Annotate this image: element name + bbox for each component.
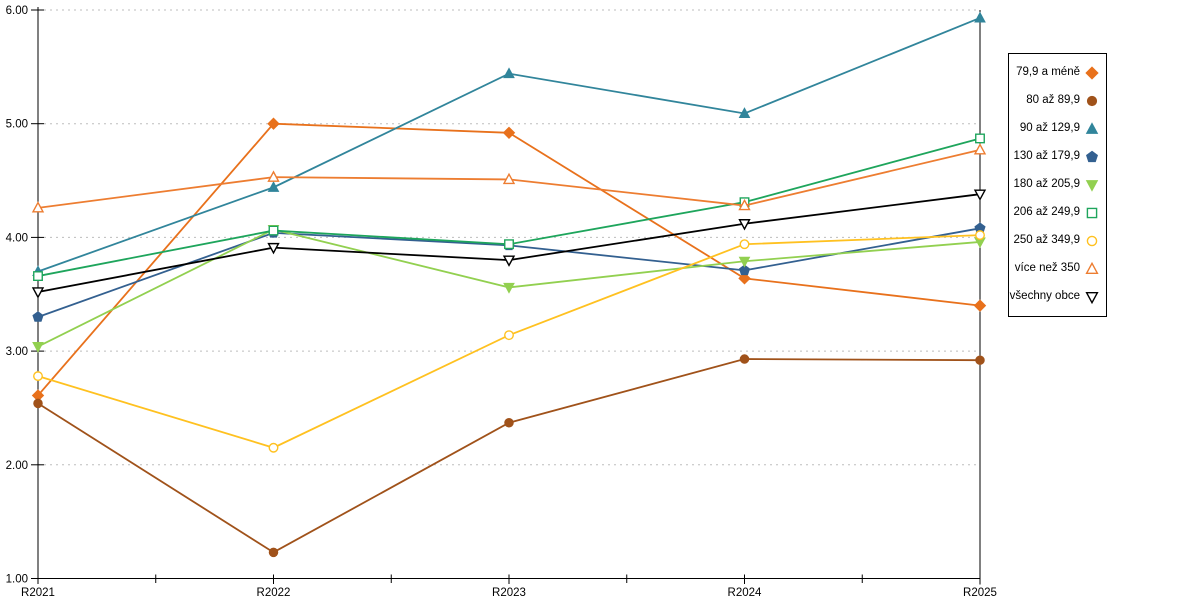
series-line (37, 358, 981, 554)
legend-label: 80 až 89,9 (1026, 94, 1080, 107)
y-axis-tick-label: 4.00 (6, 232, 28, 244)
data-point-marker (504, 239, 514, 250)
series-line (37, 137, 981, 277)
legend-item: 180 až 205,9 (1013, 178, 1099, 192)
circle-open-marker-icon (1086, 235, 1098, 247)
data-point-marker (267, 117, 280, 130)
data-point-marker (738, 272, 751, 285)
legend-label: 250 až 349,9 (1013, 234, 1080, 247)
data-point-marker (32, 342, 44, 353)
circle-marker-icon (1086, 95, 1098, 107)
legend-item: 90 až 129,9 (1013, 122, 1099, 136)
data-point-marker (502, 255, 516, 267)
x-axis-tick-label: R2023 (492, 587, 526, 599)
data-point-marker (738, 264, 751, 276)
legend-item: 79,9 a méně (1013, 66, 1099, 80)
legend-label: 79,9 a méně (1016, 66, 1080, 79)
data-point-marker (739, 239, 750, 250)
x-axis-tick-label: R2024 (728, 587, 762, 599)
data-point-marker (738, 219, 751, 231)
data-point-marker (31, 287, 45, 299)
x-axis-tick-label: R2021 (21, 587, 55, 599)
data-point-marker (738, 107, 751, 118)
x-axis-tick-label: R2025 (963, 587, 997, 599)
triangle-up-marker-icon (1085, 122, 1099, 134)
square-open-marker-icon (1086, 207, 1098, 219)
y-axis-tick-label: 5.00 (6, 119, 28, 131)
data-point-marker (974, 11, 986, 23)
data-point-marker (267, 181, 280, 192)
data-point-marker (502, 126, 516, 140)
pentagon-marker-icon (1086, 150, 1098, 163)
legend-item: 206 až 249,9 (1013, 206, 1099, 220)
triangle-down-marker-icon (1085, 180, 1099, 192)
legend-item: více než 350 (1013, 262, 1099, 276)
data-point-marker (973, 189, 987, 201)
legend-label: více než 350 (1014, 262, 1080, 275)
y-axis-tick-label: 2.00 (6, 460, 28, 472)
data-point-marker (33, 398, 43, 409)
data-point-marker (973, 299, 987, 312)
data-point-marker (504, 417, 514, 428)
legend-label: 130 až 179,9 (1013, 150, 1080, 163)
legend-item: 130 až 179,9 (1013, 150, 1099, 164)
legend: 79,9 a méně 80 až 89,9 90 až 129,9 130 až 1… (1008, 53, 1107, 317)
legend-label: 180 až 205,9 (1013, 178, 1080, 191)
data-point-marker (975, 355, 985, 365)
x-axis-tick-label: R2022 (257, 587, 291, 599)
data-point-marker (503, 282, 515, 294)
legend-item: 80 až 89,9 (1013, 94, 1099, 108)
data-point-marker (502, 172, 516, 185)
diamond-marker-icon (1085, 66, 1099, 80)
triangle-up-open-marker-icon (1085, 262, 1099, 275)
data-point-marker (268, 225, 279, 236)
data-point-marker (738, 256, 751, 268)
legend-label: všechny obce (1009, 290, 1080, 303)
data-point-marker (33, 271, 43, 282)
data-point-marker (504, 330, 514, 341)
data-point-marker (33, 371, 43, 382)
legend-label: 206 až 249,9 (1013, 206, 1080, 219)
y-axis-tick-label: 3.00 (6, 346, 28, 358)
data-point-marker (267, 170, 280, 182)
data-point-marker (268, 547, 279, 558)
data-point-marker (32, 311, 44, 322)
legend-item: všechny obce (1009, 290, 1099, 304)
y-axis-tick-label: 1.00 (6, 574, 28, 586)
triangle-down-open-marker-icon (1085, 291, 1099, 304)
data-point-marker (268, 442, 279, 453)
data-point-marker (738, 198, 751, 211)
legend-item: 250 až 349,9 (1013, 234, 1099, 248)
legend-label: 90 až 129,9 (1019, 122, 1080, 135)
y-axis-tick-label: 6.00 (6, 5, 28, 17)
data-point-marker (739, 354, 750, 364)
data-point-marker (973, 143, 987, 155)
data-point-marker (267, 242, 280, 255)
data-point-marker (503, 67, 515, 79)
data-point-marker (975, 230, 985, 241)
data-point-marker (31, 201, 45, 213)
data-point-marker (975, 133, 985, 144)
